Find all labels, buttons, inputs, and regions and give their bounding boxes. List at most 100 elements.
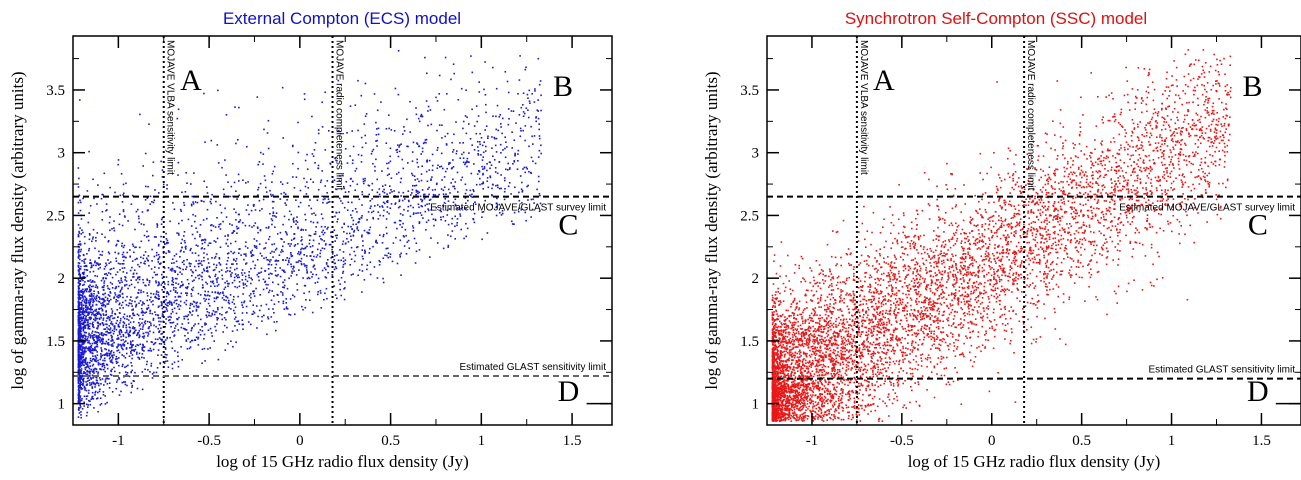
data-point <box>85 414 88 417</box>
data-point <box>83 350 86 352</box>
data-point <box>236 198 238 200</box>
data-point <box>390 129 393 131</box>
data-point <box>135 305 137 308</box>
data-point <box>83 265 86 268</box>
data-point <box>103 314 105 317</box>
data-point <box>1219 217 1222 220</box>
data-point <box>204 241 206 244</box>
data-point <box>511 147 513 149</box>
data-point <box>131 365 133 367</box>
data-point <box>83 260 85 263</box>
data-point <box>914 367 917 370</box>
data-point <box>185 315 187 318</box>
data-point <box>428 203 431 205</box>
data-point <box>311 251 313 254</box>
data-point <box>279 231 282 234</box>
data-point <box>238 180 240 182</box>
data-point <box>91 240 93 243</box>
data-point <box>151 276 154 279</box>
data-point <box>511 223 514 225</box>
data-point <box>480 154 482 156</box>
data-point <box>183 201 185 204</box>
data-point <box>82 384 84 387</box>
data-point <box>81 351 84 353</box>
data-point <box>108 318 111 321</box>
data-point <box>386 162 388 165</box>
data-point <box>144 199 147 201</box>
data-point <box>96 382 99 384</box>
data-point <box>203 180 205 183</box>
data-point <box>78 270 80 273</box>
data-point <box>271 181 273 183</box>
data-point <box>800 336 803 338</box>
data-point <box>93 358 96 361</box>
data-point <box>489 176 492 179</box>
data-point <box>449 162 451 164</box>
data-point <box>389 256 391 258</box>
data-point <box>474 203 477 205</box>
data-point <box>176 323 179 325</box>
data-point <box>79 308 81 310</box>
data-point <box>1149 121 1152 123</box>
data-point <box>90 346 93 349</box>
data-point <box>78 360 80 363</box>
data-point <box>339 175 341 177</box>
data-point <box>130 302 133 305</box>
data-point <box>372 217 375 220</box>
data-point <box>402 133 404 135</box>
data-point <box>386 211 389 213</box>
data-point <box>109 186 111 189</box>
data-point <box>122 326 124 328</box>
data-point <box>1144 255 1147 257</box>
data-point <box>77 186 80 188</box>
data-point <box>148 280 151 282</box>
data-point <box>263 314 265 317</box>
data-point <box>438 193 440 196</box>
data-point <box>792 346 795 349</box>
data-point <box>87 321 89 323</box>
data-point <box>83 271 85 274</box>
data-point <box>325 262 328 264</box>
data-point <box>159 317 162 319</box>
data-point <box>102 334 104 337</box>
data-point <box>241 269 244 271</box>
data-point <box>386 247 389 250</box>
data-point <box>263 257 265 260</box>
data-point <box>100 353 102 355</box>
data-point <box>165 308 168 310</box>
data-point <box>96 338 98 340</box>
data-point <box>88 334 90 336</box>
data-point <box>112 332 115 335</box>
data-point <box>1211 141 1213 143</box>
data-point <box>80 416 82 419</box>
data-point <box>103 333 105 335</box>
data-point <box>184 246 187 249</box>
data-point <box>87 392 90 394</box>
data-point <box>130 361 132 364</box>
data-point <box>1130 189 1133 191</box>
data-point <box>78 387 80 390</box>
data-point <box>79 318 81 321</box>
data-point <box>95 377 98 379</box>
data-point <box>437 164 439 167</box>
data-point <box>90 292 93 295</box>
data-point <box>216 279 218 281</box>
data-point <box>234 240 237 243</box>
data-point <box>877 269 879 271</box>
data-point <box>306 181 308 183</box>
data-point <box>189 302 192 305</box>
data-point <box>89 259 92 261</box>
data-point <box>132 245 135 247</box>
data-point <box>160 343 163 345</box>
data-point <box>210 198 212 201</box>
data-point <box>446 132 449 135</box>
data-point <box>235 341 237 343</box>
data-point <box>81 408 84 410</box>
data-point <box>415 184 418 187</box>
data-point <box>78 194 81 197</box>
data-point <box>201 264 203 266</box>
data-point <box>173 286 175 289</box>
data-point <box>468 161 470 163</box>
data-point <box>862 316 864 319</box>
data-point <box>186 348 189 350</box>
